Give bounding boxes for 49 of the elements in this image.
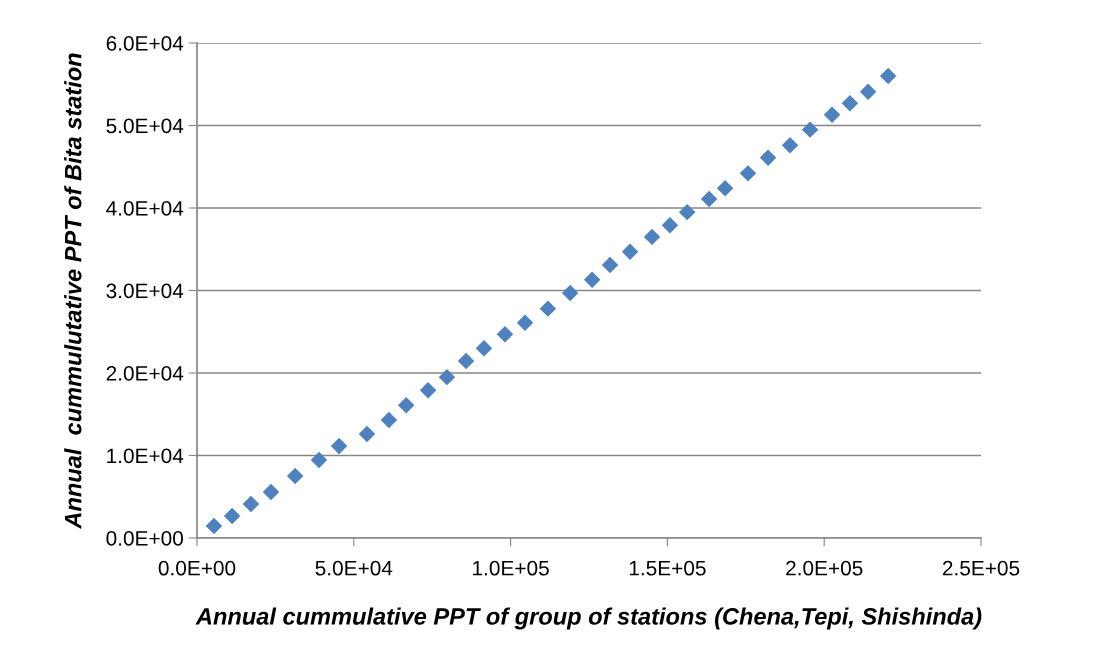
- point: [496, 326, 514, 343]
- point: [475, 340, 493, 357]
- x-axis-title: Annual cummulative PPT of group of stations (Chena,Tepi, Shishinda): [195, 607, 982, 630]
- point: [397, 396, 415, 414]
- point: [621, 243, 639, 260]
- point: [330, 437, 348, 455]
- y-tick-label: 4.0E+04: [106, 201, 184, 216]
- y-tick-label: 2.0E+04: [106, 366, 184, 381]
- y-tick-label: 5.0E+04: [106, 118, 184, 134]
- point: [242, 495, 260, 513]
- point: [643, 228, 661, 246]
- y-axis-title: Annual cummulutative PPT of Bita station: [64, 53, 82, 530]
- y-tick-label: 0.0E+00: [106, 531, 183, 546]
- point: [438, 368, 456, 386]
- point: [262, 483, 280, 501]
- point: [759, 149, 777, 166]
- point: [223, 507, 241, 525]
- point: [859, 83, 877, 100]
- point: [841, 95, 859, 112]
- point: [583, 271, 601, 288]
- x-tick-label: 2.5E+05: [942, 560, 1020, 576]
- point: [516, 314, 534, 331]
- point: [539, 300, 557, 317]
- point: [380, 411, 398, 429]
- point: [561, 284, 579, 302]
- point: [601, 256, 619, 274]
- y-tick-label: 6.0E+04: [106, 36, 184, 51]
- point: [781, 137, 799, 154]
- point: [716, 179, 734, 197]
- point: [739, 165, 757, 182]
- x-tick-label: 5.0E+04: [315, 560, 393, 576]
- x-tick-label: 0.0E+00: [158, 560, 236, 576]
- point: [823, 106, 841, 123]
- point: [419, 382, 437, 399]
- point: [205, 517, 223, 535]
- point: [801, 121, 819, 138]
- y-tick-label: 3.0E+04: [106, 283, 184, 299]
- point: [661, 217, 679, 234]
- x-tick-label: 2.0E+05: [786, 560, 863, 576]
- x-tick-label: 1.5E+05: [629, 560, 706, 576]
- x-tick-label: 1.0E+05: [473, 560, 549, 576]
- point: [879, 67, 897, 85]
- point: [358, 425, 376, 443]
- point: [286, 467, 304, 485]
- point: [457, 352, 475, 370]
- point: [678, 203, 696, 221]
- point: [700, 190, 718, 208]
- point: [310, 451, 328, 469]
- y-tick-label: 1.0E+04: [107, 448, 184, 464]
